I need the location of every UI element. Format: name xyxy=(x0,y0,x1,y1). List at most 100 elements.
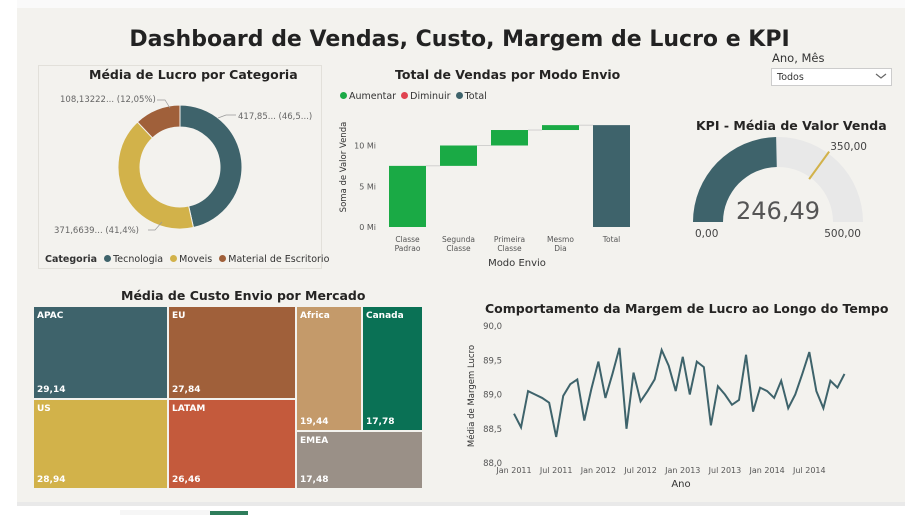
line-ytick: 89,5 xyxy=(483,356,502,366)
treemap-cell-apac[interactable]: APAC 29,14 xyxy=(33,306,168,399)
legend-dot-moveis xyxy=(170,255,178,262)
treemap-cell-eu[interactable]: EU 27,84 xyxy=(168,306,296,399)
treemap-cell-name: US xyxy=(37,404,51,414)
legend-dot-diminuir xyxy=(401,92,409,99)
wf-xlabel: Modo Envio xyxy=(488,258,546,269)
treemap-cell-africa[interactable]: Africa 19,44 xyxy=(296,306,362,431)
gauge-value: 246,49 xyxy=(736,197,820,225)
treemap-cell-latam[interactable]: LATAM 26,46 xyxy=(168,399,296,489)
legend-dot-total xyxy=(455,92,463,99)
line-ytick: 90,0 xyxy=(483,322,502,332)
treemap-cell-emea[interactable]: EMEA 17,48 xyxy=(296,431,423,489)
legend-dot-tecnologia xyxy=(104,255,112,262)
waterfall-title: Total de Vendas por Modo Envio xyxy=(395,67,621,82)
treemap-cell-value: 27,84 xyxy=(172,385,201,395)
wf-xtick: Dia xyxy=(554,244,566,253)
legend-material[interactable]: Material de Escritorio xyxy=(228,254,330,265)
legend-moveis[interactable]: Moveis xyxy=(179,254,213,265)
gauge-fill xyxy=(693,137,777,222)
treemap-cell-value: 17,48 xyxy=(300,475,329,485)
legend-aumentar[interactable]: Aumentar xyxy=(349,91,397,102)
gauge-title: KPI - Média de Valor Venda xyxy=(696,118,887,133)
gauge-target-label: 350,00 xyxy=(830,141,867,153)
wf-ytick: 0 Mi xyxy=(359,223,376,232)
treemap-title: Média de Custo Envio por Mercado xyxy=(121,288,366,303)
wf-xtick: Primeira xyxy=(494,235,525,244)
legend-dot-aumentar xyxy=(340,92,347,99)
line-xlabel: Ano xyxy=(671,479,690,490)
donut-legend: Categoria Tecnologia Moveis Material de … xyxy=(45,254,329,265)
wf-bar xyxy=(440,145,477,166)
line-ytick: 88,5 xyxy=(483,425,502,435)
wf-xtick: Mesmo xyxy=(547,235,574,244)
wf-xtick: Classe xyxy=(497,244,522,253)
treemap-cell-name: EU xyxy=(172,311,186,321)
gauge-target-marker xyxy=(808,151,830,180)
wf-xtick: Classe xyxy=(446,244,471,253)
treemap-cell-name: APAC xyxy=(37,311,64,321)
wf-xtick: Padrao xyxy=(395,244,421,253)
dashboard-title: Dashboard de Vendas, Custo, Margem de Lu… xyxy=(129,27,790,52)
wf-xtick: Classe xyxy=(395,235,420,244)
line-ylabel: Média de Margem Lucro xyxy=(466,345,477,447)
treemap-cell-name: LATAM xyxy=(172,404,206,414)
wf-ylabel: Soma de Valor Venda xyxy=(339,122,349,213)
slicer-label: Ano, Mês xyxy=(772,51,825,65)
line-xtick: Jan 2014 xyxy=(749,466,785,475)
donut-chart[interactable] xyxy=(100,92,260,252)
treemap-cell-name: Africa xyxy=(300,311,330,321)
line-xtick: Jul 2012 xyxy=(623,466,657,475)
legend-diminuir[interactable]: Diminuir xyxy=(410,91,451,102)
legend-dot-material xyxy=(219,255,227,262)
legend-tecnologia[interactable]: Tecnologia xyxy=(113,254,164,265)
line-ytick: 88,0 xyxy=(483,459,502,469)
waterfall-legend: Aumentar Diminuir Total xyxy=(338,91,487,102)
canvas-shadow xyxy=(17,502,905,506)
treemap-cell-value: 19,44 xyxy=(300,417,329,427)
treemap-cell-us[interactable]: US 28,94 xyxy=(33,399,168,489)
treemap-cell-value: 17,78 xyxy=(366,417,395,427)
date-slicer-dropdown[interactable]: Todos xyxy=(771,68,892,86)
page-tab[interactable] xyxy=(120,510,210,515)
wf-ytick: 10 Mi xyxy=(354,142,376,151)
line-title: Comportamento da Margem de Lucro ao Long… xyxy=(485,301,889,316)
chevron-down-icon xyxy=(875,71,887,84)
treemap-cell-name: EMEA xyxy=(300,436,329,446)
donut-label-material: 108,13222... (12,05%) xyxy=(60,95,156,105)
wf-bar xyxy=(593,125,630,227)
line-xtick: Jul 2011 xyxy=(539,466,573,475)
donut-panel[interactable] xyxy=(38,65,322,269)
wf-xtick: Segunda xyxy=(442,235,475,244)
wf-bar xyxy=(491,130,528,146)
donut-slice-tecnologia xyxy=(179,104,243,229)
treemap-cell-name: Canada xyxy=(366,311,404,321)
line-chart[interactable]: 88,0 88,5 89,0 89,5 90,0 Média de Margem Lucr… xyxy=(460,318,860,493)
line-series xyxy=(513,346,846,438)
donut-slice-material-de-escritorio xyxy=(136,104,181,139)
wf-bar xyxy=(389,165,426,227)
gauge-max: 500,00 xyxy=(824,228,861,240)
wf-xtick: Total xyxy=(602,235,621,244)
treemap-cell-canada[interactable]: Canada 17,78 xyxy=(362,306,423,431)
line-ytick: 89,0 xyxy=(483,391,502,401)
gauge-min: 0,00 xyxy=(695,228,718,240)
line-xtick: Jan 2012 xyxy=(580,466,616,475)
page-tab-active[interactable] xyxy=(210,511,248,515)
top-bar xyxy=(17,0,905,8)
line-xtick: Jul 2013 xyxy=(708,466,742,475)
donut-label-moveis: 371,6639... (41,4%) xyxy=(54,226,139,236)
kpi-gauge[interactable]: 246,49 0,00 500,00 350,00 xyxy=(680,130,880,245)
wf-bar xyxy=(542,125,579,131)
donut-slice-moveis xyxy=(117,121,195,230)
line-xtick: Jan 2013 xyxy=(664,466,700,475)
legend-total[interactable]: Total xyxy=(464,91,487,102)
donut-label-tecnologia: 417,85... (46,5...) xyxy=(238,112,313,122)
line-xtick: Jan 2011 xyxy=(495,466,531,475)
donut-leader-lines xyxy=(148,99,236,231)
treemap-cell-value: 28,94 xyxy=(37,475,66,485)
line-xtick: Jul 2014 xyxy=(792,466,826,475)
donut-title: Média de Lucro por Categoria xyxy=(89,67,298,82)
slicer-value: Todos xyxy=(777,72,804,83)
treemap-cell-value: 29,14 xyxy=(37,385,66,395)
